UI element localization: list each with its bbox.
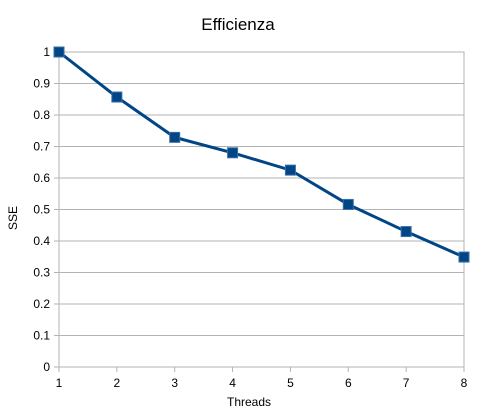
x-tick-label: 2 [114, 376, 121, 390]
x-tick-label: 5 [287, 376, 294, 390]
series-line [57, 50, 466, 259]
y-tick-label: 0.5 [33, 203, 50, 217]
y-tick-label: 0.4 [33, 234, 50, 248]
data-point-marker [53, 46, 65, 58]
data-point-marker [227, 147, 239, 159]
x-tick-label: 3 [171, 376, 178, 390]
y-tick-label: 1 [43, 45, 50, 59]
y-axis-label: SSE [6, 206, 20, 230]
x-tick-label: 4 [229, 376, 236, 390]
data-point-marker [284, 164, 296, 176]
plot-frame [58, 51, 465, 368]
data-point-marker [342, 198, 354, 210]
data-point-marker [400, 226, 412, 238]
y-tick-label: 0.6 [33, 171, 50, 185]
data-point-marker [169, 131, 181, 143]
data-point-marker [458, 251, 470, 263]
y-tick-label: 0.7 [33, 140, 50, 154]
y-tick-label: 0.9 [33, 77, 50, 91]
y-tick-label: 0.1 [33, 329, 50, 343]
axes: 0 0.1 0.2 0.3 0.4 0.5 0.6 0.7 0.8 0.9 1 1 2 3 4 5 6 7 8 [33, 45, 467, 390]
y-tick-label: 0.3 [33, 266, 50, 280]
y-tick-label: 0.2 [33, 297, 50, 311]
x-axis-label: Threads [227, 395, 271, 409]
x-tick-label: 1 [56, 376, 63, 390]
series [53, 46, 470, 263]
y-tick-label: 0.8 [33, 108, 50, 122]
x-tick-label: 8 [461, 376, 468, 390]
x-tick-label: 7 [403, 376, 410, 390]
y-tick-label: 0 [43, 360, 50, 374]
data-point-marker [111, 91, 123, 103]
chart-title: Efficienza [201, 15, 275, 34]
x-tick-label: 6 [345, 376, 352, 390]
